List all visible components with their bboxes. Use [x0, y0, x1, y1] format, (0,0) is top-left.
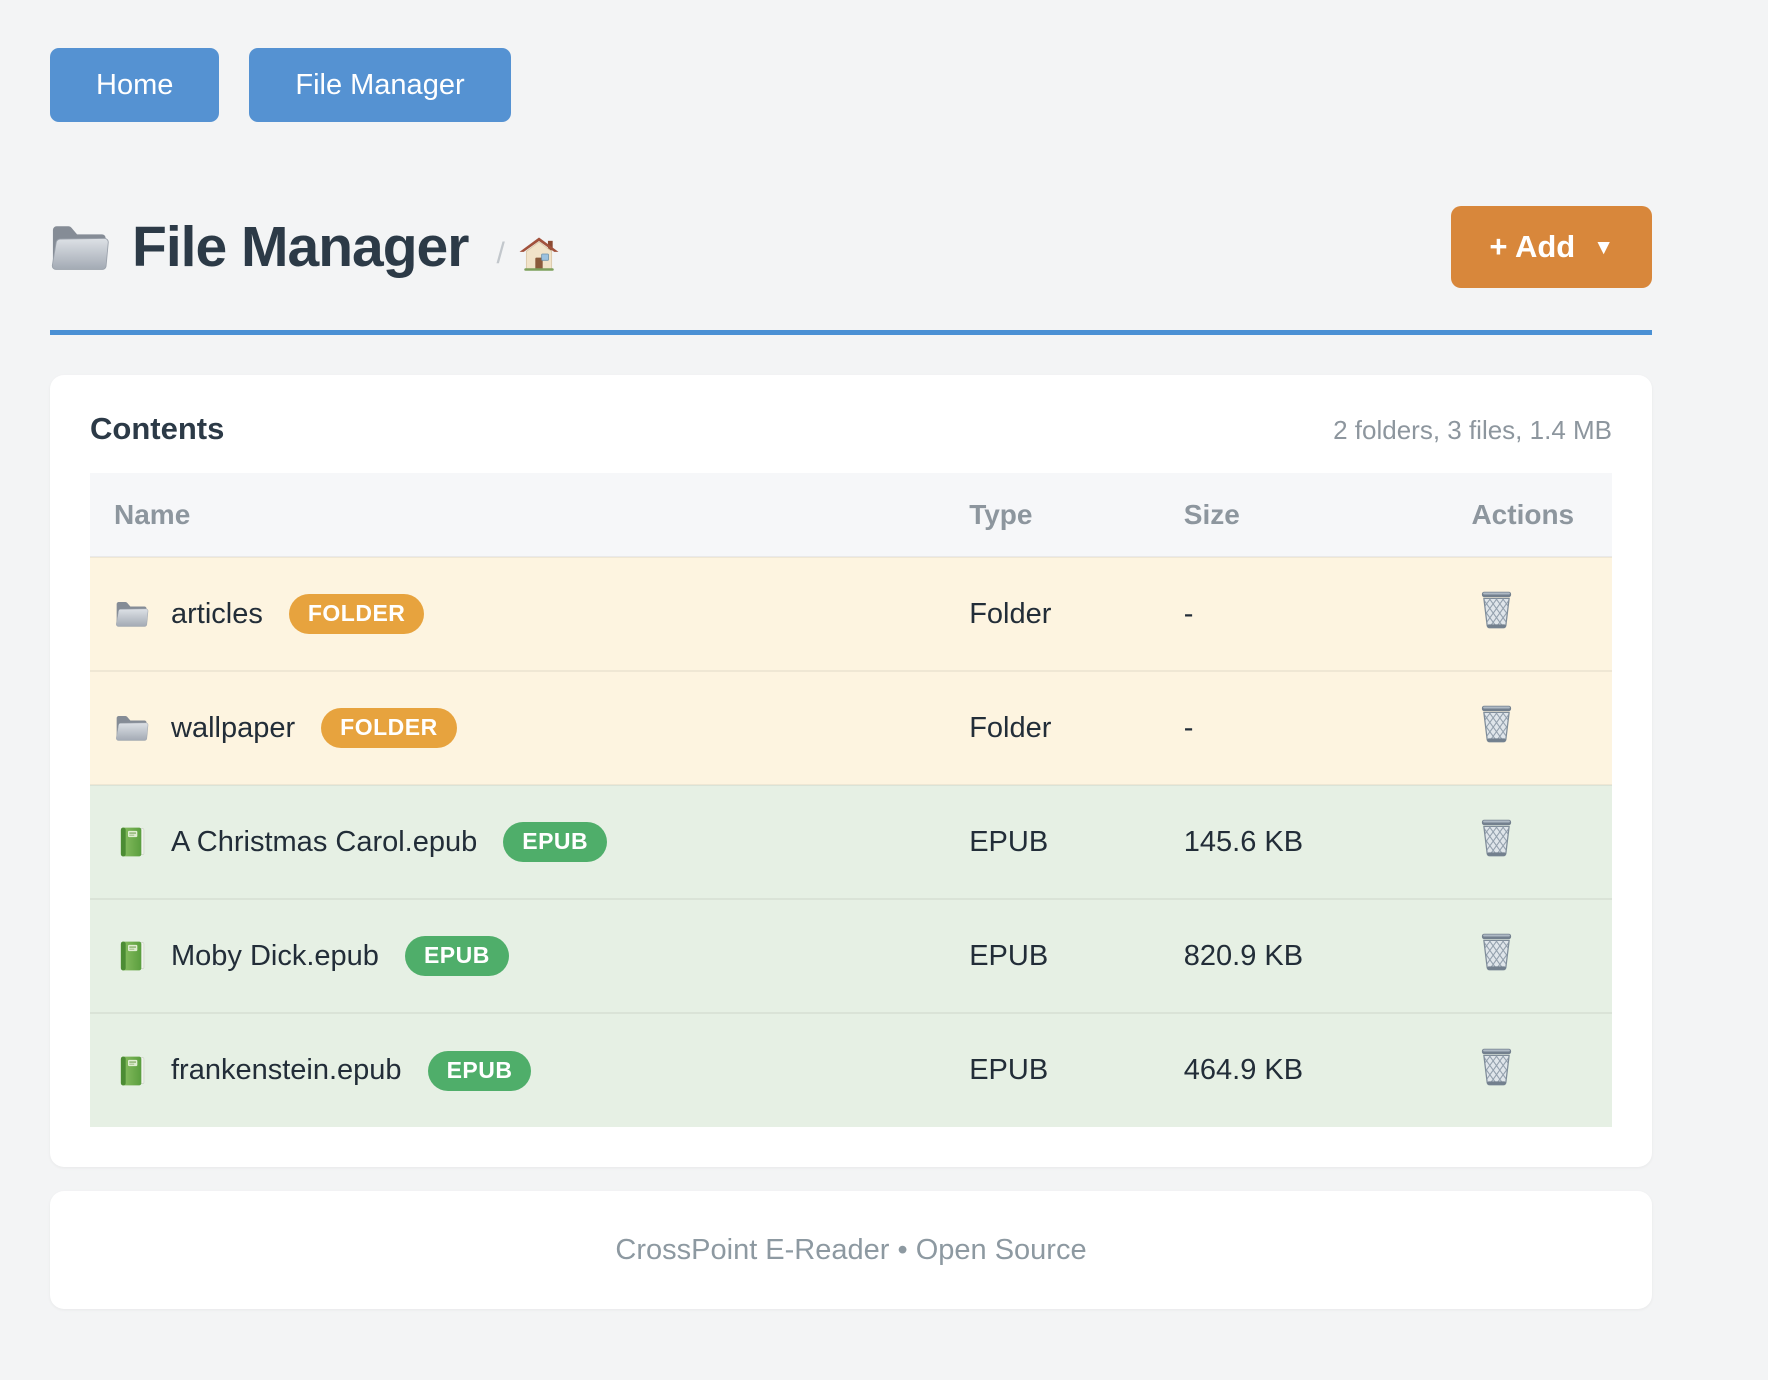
- epub-badge: EPUB: [503, 822, 608, 862]
- table-row-wallpaper: wallpaper FOLDER Folder -: [90, 670, 1612, 785]
- folder-icon: [51, 225, 109, 270]
- wastebasket-icon: [1479, 590, 1514, 630]
- delete-button[interactable]: [1479, 1047, 1514, 1087]
- title-group: File Manager /: [50, 214, 559, 280]
- breadcrumb-separator: /: [496, 237, 505, 270]
- file-type: EPUB: [968, 898, 1183, 1013]
- file-type: Folder: [968, 670, 1183, 785]
- file-name-link[interactable]: frankenstein.epub: [171, 1054, 402, 1086]
- add-button[interactable]: + Add ▼: [1451, 206, 1652, 288]
- delete-button[interactable]: [1479, 818, 1514, 858]
- column-header-type: Type: [968, 473, 1183, 557]
- epub-badge: EPUB: [427, 1050, 532, 1091]
- page-header: File Manager / + Add ▼: [50, 206, 1652, 335]
- file-type: EPUB: [968, 784, 1183, 899]
- contents-card: Contents 2 folders, 3 files, 1.4 MB Name…: [50, 375, 1652, 1167]
- wastebasket-icon: [1479, 818, 1514, 858]
- table-row-frankenstein: frankenstein.epub EPUB EPUB 464.9 KB: [90, 1012, 1612, 1127]
- table-row-articles: articles FOLDER Folder -: [90, 556, 1612, 671]
- caret-down-icon: ▼: [1593, 236, 1614, 259]
- wastebasket-icon: [1479, 932, 1514, 972]
- wastebasket-icon: [1479, 1047, 1514, 1087]
- file-size: -: [1182, 556, 1471, 671]
- contents-summary: 2 folders, 3 files, 1.4 MB: [1333, 415, 1612, 445]
- contents-card-header: Contents 2 folders, 3 files, 1.4 MB: [90, 411, 1612, 447]
- page-title: File Manager: [132, 215, 469, 279]
- column-header-actions: Actions: [1470, 473, 1612, 557]
- file-size: 145.6 KB: [1182, 784, 1471, 899]
- file-name-link[interactable]: wallpaper: [171, 711, 296, 744]
- footer: CrossPoint E-Reader • Open Source: [50, 1191, 1652, 1309]
- epub-badge: EPUB: [404, 936, 509, 976]
- green-book-icon: [120, 1055, 145, 1086]
- file-name-link[interactable]: Moby Dick.epub: [171, 939, 379, 972]
- table-row-moby-dick: Moby Dick.epub EPUB EPUB 820.9 KB: [90, 898, 1612, 1013]
- file-size: 820.9 KB: [1182, 898, 1471, 1013]
- file-name-link[interactable]: A Christmas Carol.epub: [171, 825, 478, 858]
- wastebasket-icon: [1479, 704, 1514, 744]
- folder-badge: FOLDER: [288, 594, 425, 634]
- delete-button[interactable]: [1479, 590, 1514, 630]
- top-nav: Home File Manager: [50, 48, 1652, 122]
- folder-icon: [116, 715, 149, 741]
- column-header-size: Size: [1182, 473, 1471, 557]
- table-row-christmas-carol: A Christmas Carol.epub EPUB EPUB 145.6 K…: [90, 784, 1612, 899]
- file-type: EPUB: [968, 1012, 1183, 1127]
- file-name-link[interactable]: articles: [171, 597, 263, 630]
- folder-badge: FOLDER: [321, 708, 457, 748]
- folder-icon: [116, 601, 149, 627]
- column-header-name: Name: [90, 473, 969, 557]
- nav-home-button[interactable]: Home: [50, 48, 220, 122]
- contents-heading: Contents: [90, 411, 225, 446]
- file-table: Name Type Size Actions articles FOLDER F…: [90, 473, 1612, 1127]
- table-header-row: Name Type Size Actions: [90, 473, 1612, 557]
- house-icon[interactable]: [518, 236, 559, 272]
- footer-text: CrossPoint E-Reader • Open Source: [615, 1233, 1087, 1266]
- add-button-label: + Add: [1489, 229, 1576, 264]
- delete-button[interactable]: [1479, 932, 1514, 972]
- delete-button[interactable]: [1479, 704, 1514, 744]
- green-book-icon: [120, 941, 145, 971]
- file-size: -: [1182, 670, 1471, 785]
- nav-file-manager-button[interactable]: File Manager: [249, 48, 511, 122]
- breadcrumb: /: [496, 236, 559, 272]
- green-book-icon: [120, 827, 145, 857]
- file-size: 464.9 KB: [1182, 1012, 1471, 1127]
- file-type: Folder: [968, 556, 1183, 671]
